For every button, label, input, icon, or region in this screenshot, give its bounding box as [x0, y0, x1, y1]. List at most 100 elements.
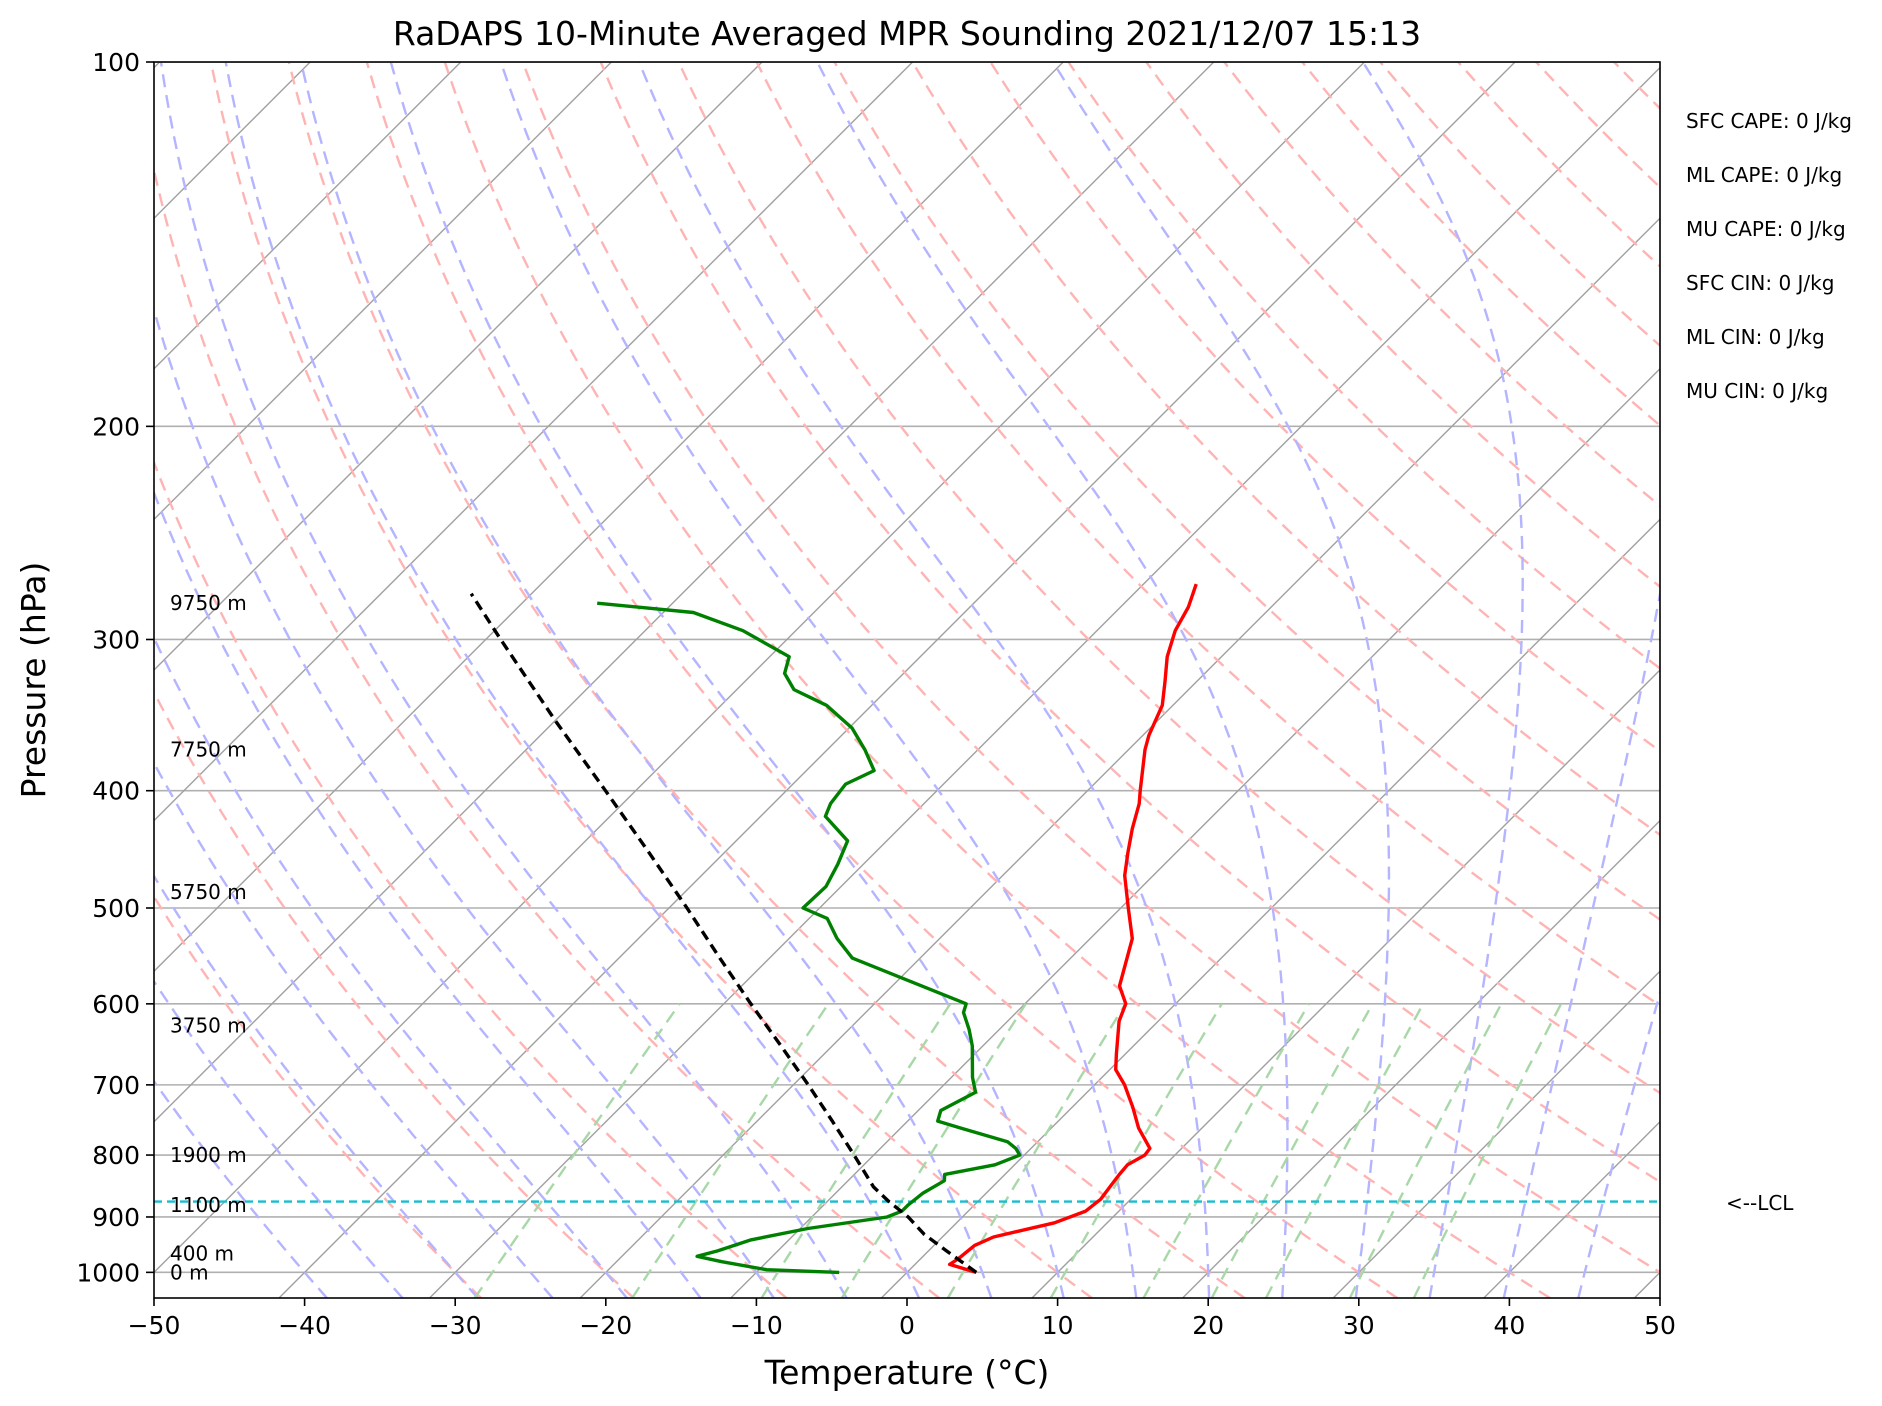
isotherm [1031, 669, 1660, 1298]
plot-frame [153, 61, 1661, 1299]
mixing-ratio-line [1142, 1003, 1310, 1298]
height-label: 1900 m [170, 1143, 247, 1167]
isotherm [1182, 819, 1660, 1298]
data-layer [154, 583, 1660, 1275]
dry-adiabat [599, 62, 1660, 1184]
x-tick-label: −50 [128, 1311, 181, 1340]
x-axis-label: Temperature (°C) [764, 1353, 1050, 1392]
dry-adiabat [677, 62, 1660, 1095]
mixing-ratio-line [1049, 1003, 1223, 1298]
stability-index: SFC CIN: 0 J/kg [1686, 271, 1834, 295]
x-tick-label: 20 [1192, 1311, 1224, 1340]
isotherm [154, 62, 914, 822]
y-axis: 100 200 300 400 500 600 700 800 900 1000 [76, 48, 154, 1287]
lcl-label: <--LCL [1726, 1191, 1794, 1215]
dry-adiabat [443, 62, 1551, 1298]
stability-index: MU CAPE: 0 J/kg [1686, 217, 1846, 241]
moist-adiabat [154, 873, 479, 1298]
height-label: 5750 m [170, 880, 247, 904]
x-tick-label: 30 [1343, 1311, 1375, 1340]
isotherm [429, 66, 1660, 1298]
y-tick-label: 600 [92, 990, 140, 1019]
dry-adiabat [1613, 62, 1660, 111]
dry-adiabat [287, 62, 1246, 1298]
mixing-ratio-line [946, 1003, 1127, 1298]
dewpoint-profile-line [597, 601, 1022, 1275]
isotherm [880, 518, 1660, 1298]
isotherm [154, 62, 462, 370]
stability-indices: SFC CAPE: 0 J/kg ML CAPE: 0 J/kg MU CAPE: … [1686, 109, 1852, 403]
x-tick-label: −40 [278, 1311, 331, 1340]
dry-adiabat [365, 62, 1398, 1298]
height-label: 400 m [170, 1242, 234, 1266]
stability-index: MU CIN: 0 J/kg [1686, 379, 1828, 403]
moist-adiabat [154, 305, 775, 1298]
dry-adiabat [755, 62, 1660, 1007]
isotherm [154, 62, 1215, 1123]
height-labels: 9750 m 7750 m 5750 m 3750 m 1900 m 1100 m 400 … [170, 591, 247, 1284]
x-axis: −50 −40 −30 −20 −10 0 10 20 30 40 50 [128, 1298, 1676, 1340]
y-tick-label: 300 [92, 625, 140, 654]
moist-adiabat [637, 62, 1211, 1298]
y-tick-label: 900 [92, 1203, 140, 1232]
isotherm [0, 62, 9, 1298]
mixing-ratio-line [1412, 1003, 1563, 1298]
dry-adiabat [1067, 62, 1660, 670]
dry-adiabat [1770, 62, 1882, 1298]
stability-index: SFC CAPE: 0 J/kg [1686, 109, 1852, 133]
y-tick-label: 800 [92, 1141, 140, 1170]
isotherm [1633, 1271, 1660, 1298]
mixing-ratio-line [631, 1003, 830, 1298]
isotherm [278, 62, 1516, 1298]
moist-adiabat [1361, 62, 1524, 1298]
mixing-ratio-line [760, 1003, 952, 1298]
moist-adiabat [1051, 62, 1391, 1298]
isotherm [154, 62, 612, 521]
moist-adiabat [154, 489, 702, 1298]
moist-adiabat [154, 635, 628, 1298]
dry-adiabat [1535, 62, 1660, 189]
y-tick-label: 700 [92, 1071, 140, 1100]
x-tick-label: −30 [429, 1311, 482, 1340]
chart-title: RaDAPS 10-Minute Averaged MPR Sounding 2… [393, 14, 1421, 53]
moist-adiabat [159, 62, 848, 1298]
moist-adiabat [389, 62, 1065, 1298]
x-tick-label: 40 [1493, 1311, 1525, 1340]
dry-adiabat [1145, 62, 1660, 589]
dry-adiabat [1692, 62, 1882, 1298]
y-tick-label: 500 [92, 894, 140, 923]
y-tick-label: 1000 [76, 1258, 140, 1287]
dry-adiabat [154, 165, 940, 1298]
dry-adiabat [1848, 62, 1882, 1298]
dry-adiabat [911, 62, 1660, 837]
x-tick-label: 10 [1042, 1311, 1074, 1340]
grid-layer [0, 62, 1882, 1298]
stability-index: ML CIN: 0 J/kg [1686, 325, 1825, 349]
moist-adiabat [499, 62, 1138, 1298]
mixing-ratio-line [473, 1003, 681, 1298]
stability-index: ML CAPE: 0 J/kg [1686, 163, 1842, 187]
isotherm [1483, 1120, 1660, 1298]
parcel-profile-line [469, 592, 978, 1274]
y-tick-label: 400 [92, 777, 140, 806]
isotherm [154, 62, 1365, 1274]
isotherm [1785, 62, 1882, 1298]
dry-adiabat [154, 894, 482, 1298]
dry-adiabat [154, 459, 788, 1298]
y-tick-label: 200 [92, 412, 140, 441]
mixing-ratio-line [1264, 1003, 1425, 1298]
isotherm [579, 217, 1660, 1298]
isotherm [730, 367, 1660, 1298]
x-tick-label: 0 [899, 1311, 915, 1340]
dry-adiabat [1301, 62, 1660, 428]
temperature-profile-line [947, 583, 1198, 1275]
isotherm [154, 62, 1064, 973]
dry-adiabat [209, 62, 1093, 1298]
height-label: 1100 m [170, 1193, 247, 1217]
y-axis-label: Pressure (hPa) [14, 562, 53, 799]
mixing-ratio-line [1210, 1003, 1374, 1298]
dry-adiabat [521, 62, 1660, 1274]
dry-adiabat [1457, 62, 1660, 268]
x-tick-label: 50 [1644, 1311, 1676, 1340]
